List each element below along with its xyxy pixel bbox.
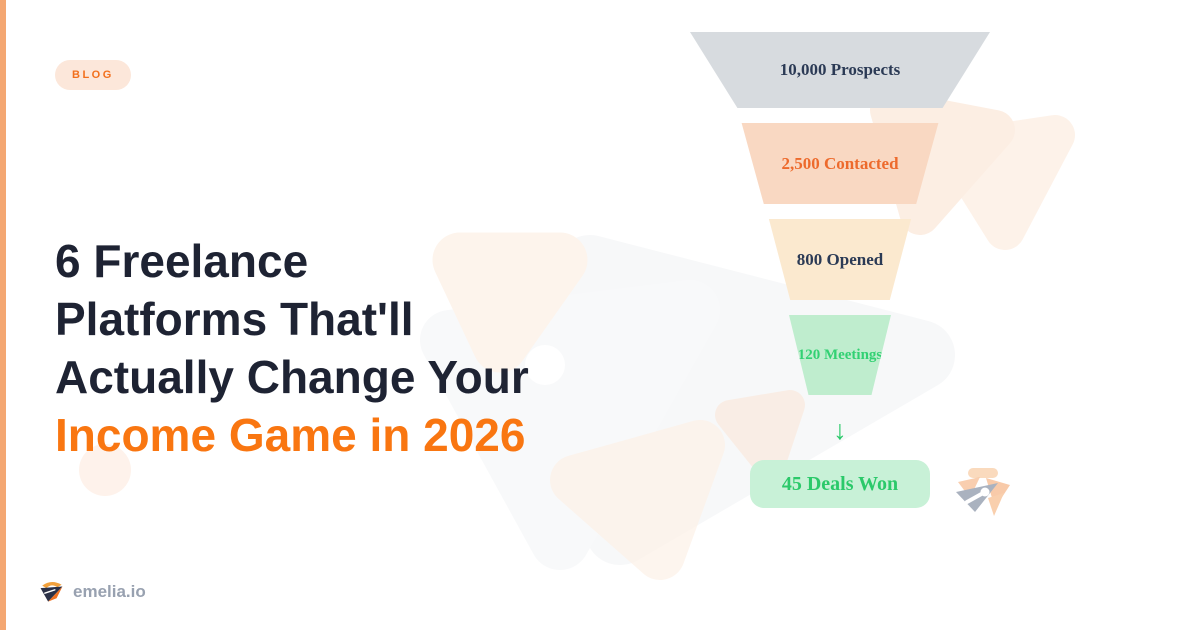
title-line-3: Actually Change Your <box>55 351 529 403</box>
funnel-stage-prospects: 10,000 Prospects <box>690 32 990 108</box>
sales-funnel-chart: 10,000 Prospects 2,500 Contacted 800 Ope… <box>690 32 990 522</box>
funnel-stage-opened: 800 Opened <box>768 219 912 300</box>
title-line-highlight: Income Game in 2026 <box>55 409 526 461</box>
funnel-stage-prospects-label: 10,000 Prospects <box>779 60 901 79</box>
title-line-2: Platforms That'll <box>55 293 414 345</box>
emelia-logo-icon <box>40 581 63 602</box>
funnel-result-deals-won: 45 Deals Won <box>750 460 930 508</box>
funnel-stage-meetings: 120 Meetings <box>789 315 891 395</box>
funnel-result-label: 45 Deals Won <box>781 472 899 495</box>
paper-plane-watermark-icon <box>956 468 1010 516</box>
blog-badge: BLOG <box>55 60 131 90</box>
funnel-stage-meetings-label: 120 Meetings <box>797 346 883 363</box>
footer-brand: emelia.io <box>38 578 146 605</box>
title-line-1: 6 Freelance <box>55 235 309 287</box>
funnel-stage-contacted-label: 2,500 Contacted <box>781 153 899 173</box>
down-arrow-icon: ↓ <box>833 414 847 445</box>
page-title: 6 Freelance Platforms That'll Actually C… <box>55 232 675 464</box>
brand-name: emelia.io <box>73 581 146 601</box>
funnel-stage-opened-label: 800 Opened <box>796 249 884 269</box>
funnel-stage-contacted: 2,500 Contacted <box>741 123 939 204</box>
left-accent-strip <box>0 0 6 630</box>
